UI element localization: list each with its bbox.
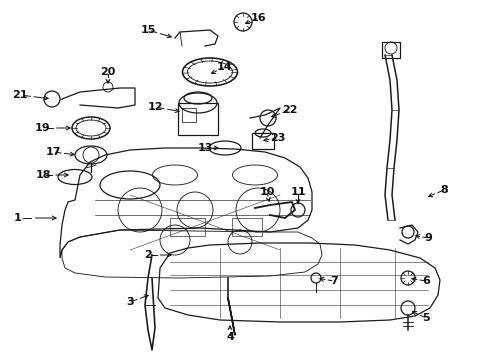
Text: 15: 15 [140,25,155,35]
Bar [182,108,196,122]
Bar [381,42,399,58]
Text: 19: 19 [35,123,51,133]
Text: 4: 4 [225,332,233,342]
Text: 9: 9 [423,233,431,243]
Text: 22: 22 [282,105,297,115]
Text: 16: 16 [250,13,265,23]
Text: 2: 2 [144,250,152,260]
Text: 11: 11 [290,187,305,197]
Text: 6: 6 [421,276,429,286]
Text: 1: 1 [14,213,22,223]
Text: 23: 23 [270,133,285,143]
Text: 12: 12 [147,102,163,112]
Text: 8: 8 [439,185,447,195]
Text: 14: 14 [217,62,232,72]
Bar [231,218,262,236]
Text: 7: 7 [329,276,337,286]
Text: 20: 20 [100,67,116,77]
Text: 21: 21 [12,90,28,100]
Text: 18: 18 [35,170,51,180]
Text: 10: 10 [259,187,274,197]
Bar [170,218,204,236]
Text: 13: 13 [197,143,212,153]
Text: 17: 17 [45,147,61,157]
Bar [251,133,273,149]
Text: 3: 3 [126,297,134,307]
Bar [178,103,218,135]
Text: 5: 5 [421,313,429,323]
